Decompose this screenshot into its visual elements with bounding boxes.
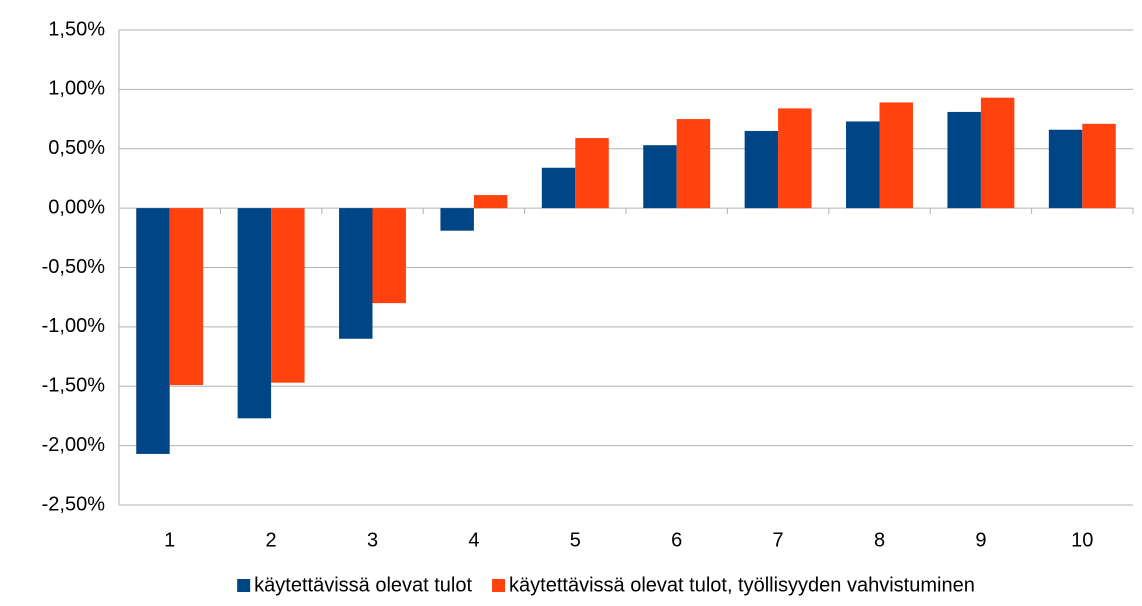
y-tick-label: 1,00% xyxy=(48,78,105,100)
legend-swatch xyxy=(492,579,506,592)
bar xyxy=(1082,123,1116,209)
bar xyxy=(778,108,812,209)
legend-label: käytettävissä olevat tulot, työllisyyden… xyxy=(509,574,975,596)
x-tick-label: 1 xyxy=(164,529,175,551)
y-tick-label: -1,50% xyxy=(42,375,106,397)
bar xyxy=(372,208,406,304)
bar xyxy=(744,130,779,209)
bar xyxy=(575,138,609,209)
bar xyxy=(879,102,913,209)
y-tick-label: -2,50% xyxy=(42,493,106,515)
bar xyxy=(947,111,981,209)
x-tick-label: 8 xyxy=(874,529,885,551)
x-tick-label: 3 xyxy=(367,529,378,551)
y-tick-label: 0,00% xyxy=(48,196,105,218)
bar xyxy=(846,121,880,209)
bar xyxy=(643,145,677,209)
bar xyxy=(237,208,272,419)
bar xyxy=(136,208,170,454)
y-tick-label: -1,00% xyxy=(42,315,106,337)
x-tick-label: 5 xyxy=(570,529,581,551)
bar xyxy=(541,167,576,209)
y-tick-label: -2,00% xyxy=(42,434,106,456)
y-tick-label: 0,50% xyxy=(48,137,105,159)
x-tick-label: 4 xyxy=(468,529,479,551)
bar xyxy=(339,208,373,339)
x-tick-label: 6 xyxy=(671,529,682,551)
legend-swatch xyxy=(237,579,251,592)
x-tick-label: 9 xyxy=(975,529,986,551)
x-tick-label: 10 xyxy=(1071,529,1093,551)
x-tick-label: 2 xyxy=(266,529,277,551)
bar xyxy=(169,208,204,386)
bar xyxy=(1048,129,1083,209)
bar xyxy=(473,195,508,209)
x-tick-label: 7 xyxy=(773,529,784,551)
legend-label: käytettävissä olevat tulot xyxy=(254,574,472,596)
bar xyxy=(440,208,474,231)
y-tick-label: 1,50% xyxy=(48,18,105,40)
bar xyxy=(676,119,711,209)
y-tick-label: -0,50% xyxy=(42,256,106,278)
bar xyxy=(980,97,1015,209)
bar xyxy=(271,208,305,383)
